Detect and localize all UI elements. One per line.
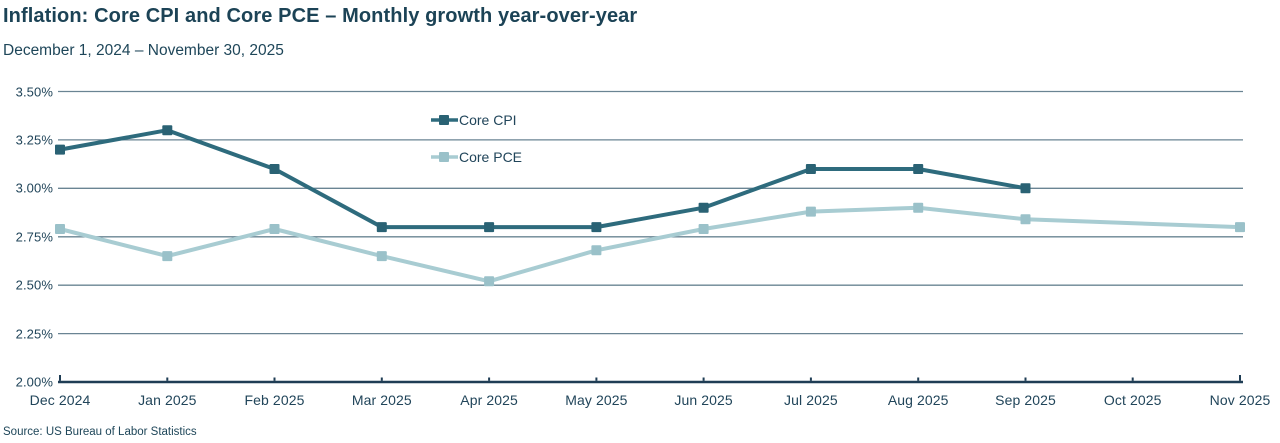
x-axis-tick-label: Feb 2025 (244, 392, 305, 408)
x-axis-tick-label: Oct 2025 (1103, 392, 1162, 408)
legend-label-core-cpi: Core CPI (459, 112, 517, 128)
legend-item-core-pce: Core PCE (431, 149, 523, 165)
y-axis-tick-label: 2.50% (15, 277, 53, 293)
x-axis-tick-label: Jul 2025 (784, 392, 838, 408)
x-axis-tick-label: Mar 2025 (351, 392, 412, 408)
x-axis-tick-label: Aug 2025 (887, 392, 949, 408)
x-axis-tick-label: Jun 2025 (674, 392, 733, 408)
y-axis-tick-label: 2.25% (15, 326, 53, 342)
chart-title: Inflation: Core CPI and Core PCE – Month… (3, 5, 638, 27)
x-axis-tick-label: Dec 2024 (29, 392, 91, 408)
core-pce-legend-marker-icon (431, 152, 458, 162)
y-axis-tick-label: 2.75% (15, 229, 53, 245)
x-axis-tick-label: Nov 2025 (1209, 392, 1271, 408)
source-note: Source: US Bureau of Labor Statistics (3, 426, 197, 438)
core-cpi-legend-marker-icon (431, 115, 458, 125)
y-axis-tick-label: 3.00% (15, 180, 53, 196)
y-axis-tick-label: 2.00% (15, 374, 53, 390)
legend-label-core-pce: Core PCE (459, 149, 523, 165)
chart-subtitle: December 1, 2024 – November 30, 2025 (3, 42, 284, 59)
x-axis-tick-label: Sep 2025 (995, 392, 1056, 408)
x-axis-tick-label: Jan 2025 (138, 392, 197, 408)
chart-legend: Core CPI Core PCE (431, 112, 523, 165)
legend-item-core-cpi: Core CPI (431, 112, 522, 128)
y-axis-tick-label: 3.50% (15, 84, 53, 99)
y-axis-tick-label: 3.25% (15, 132, 53, 148)
x-axis-tick-label: May 2025 (565, 392, 628, 408)
x-axis-tick-label: Apr 2025 (460, 392, 518, 408)
